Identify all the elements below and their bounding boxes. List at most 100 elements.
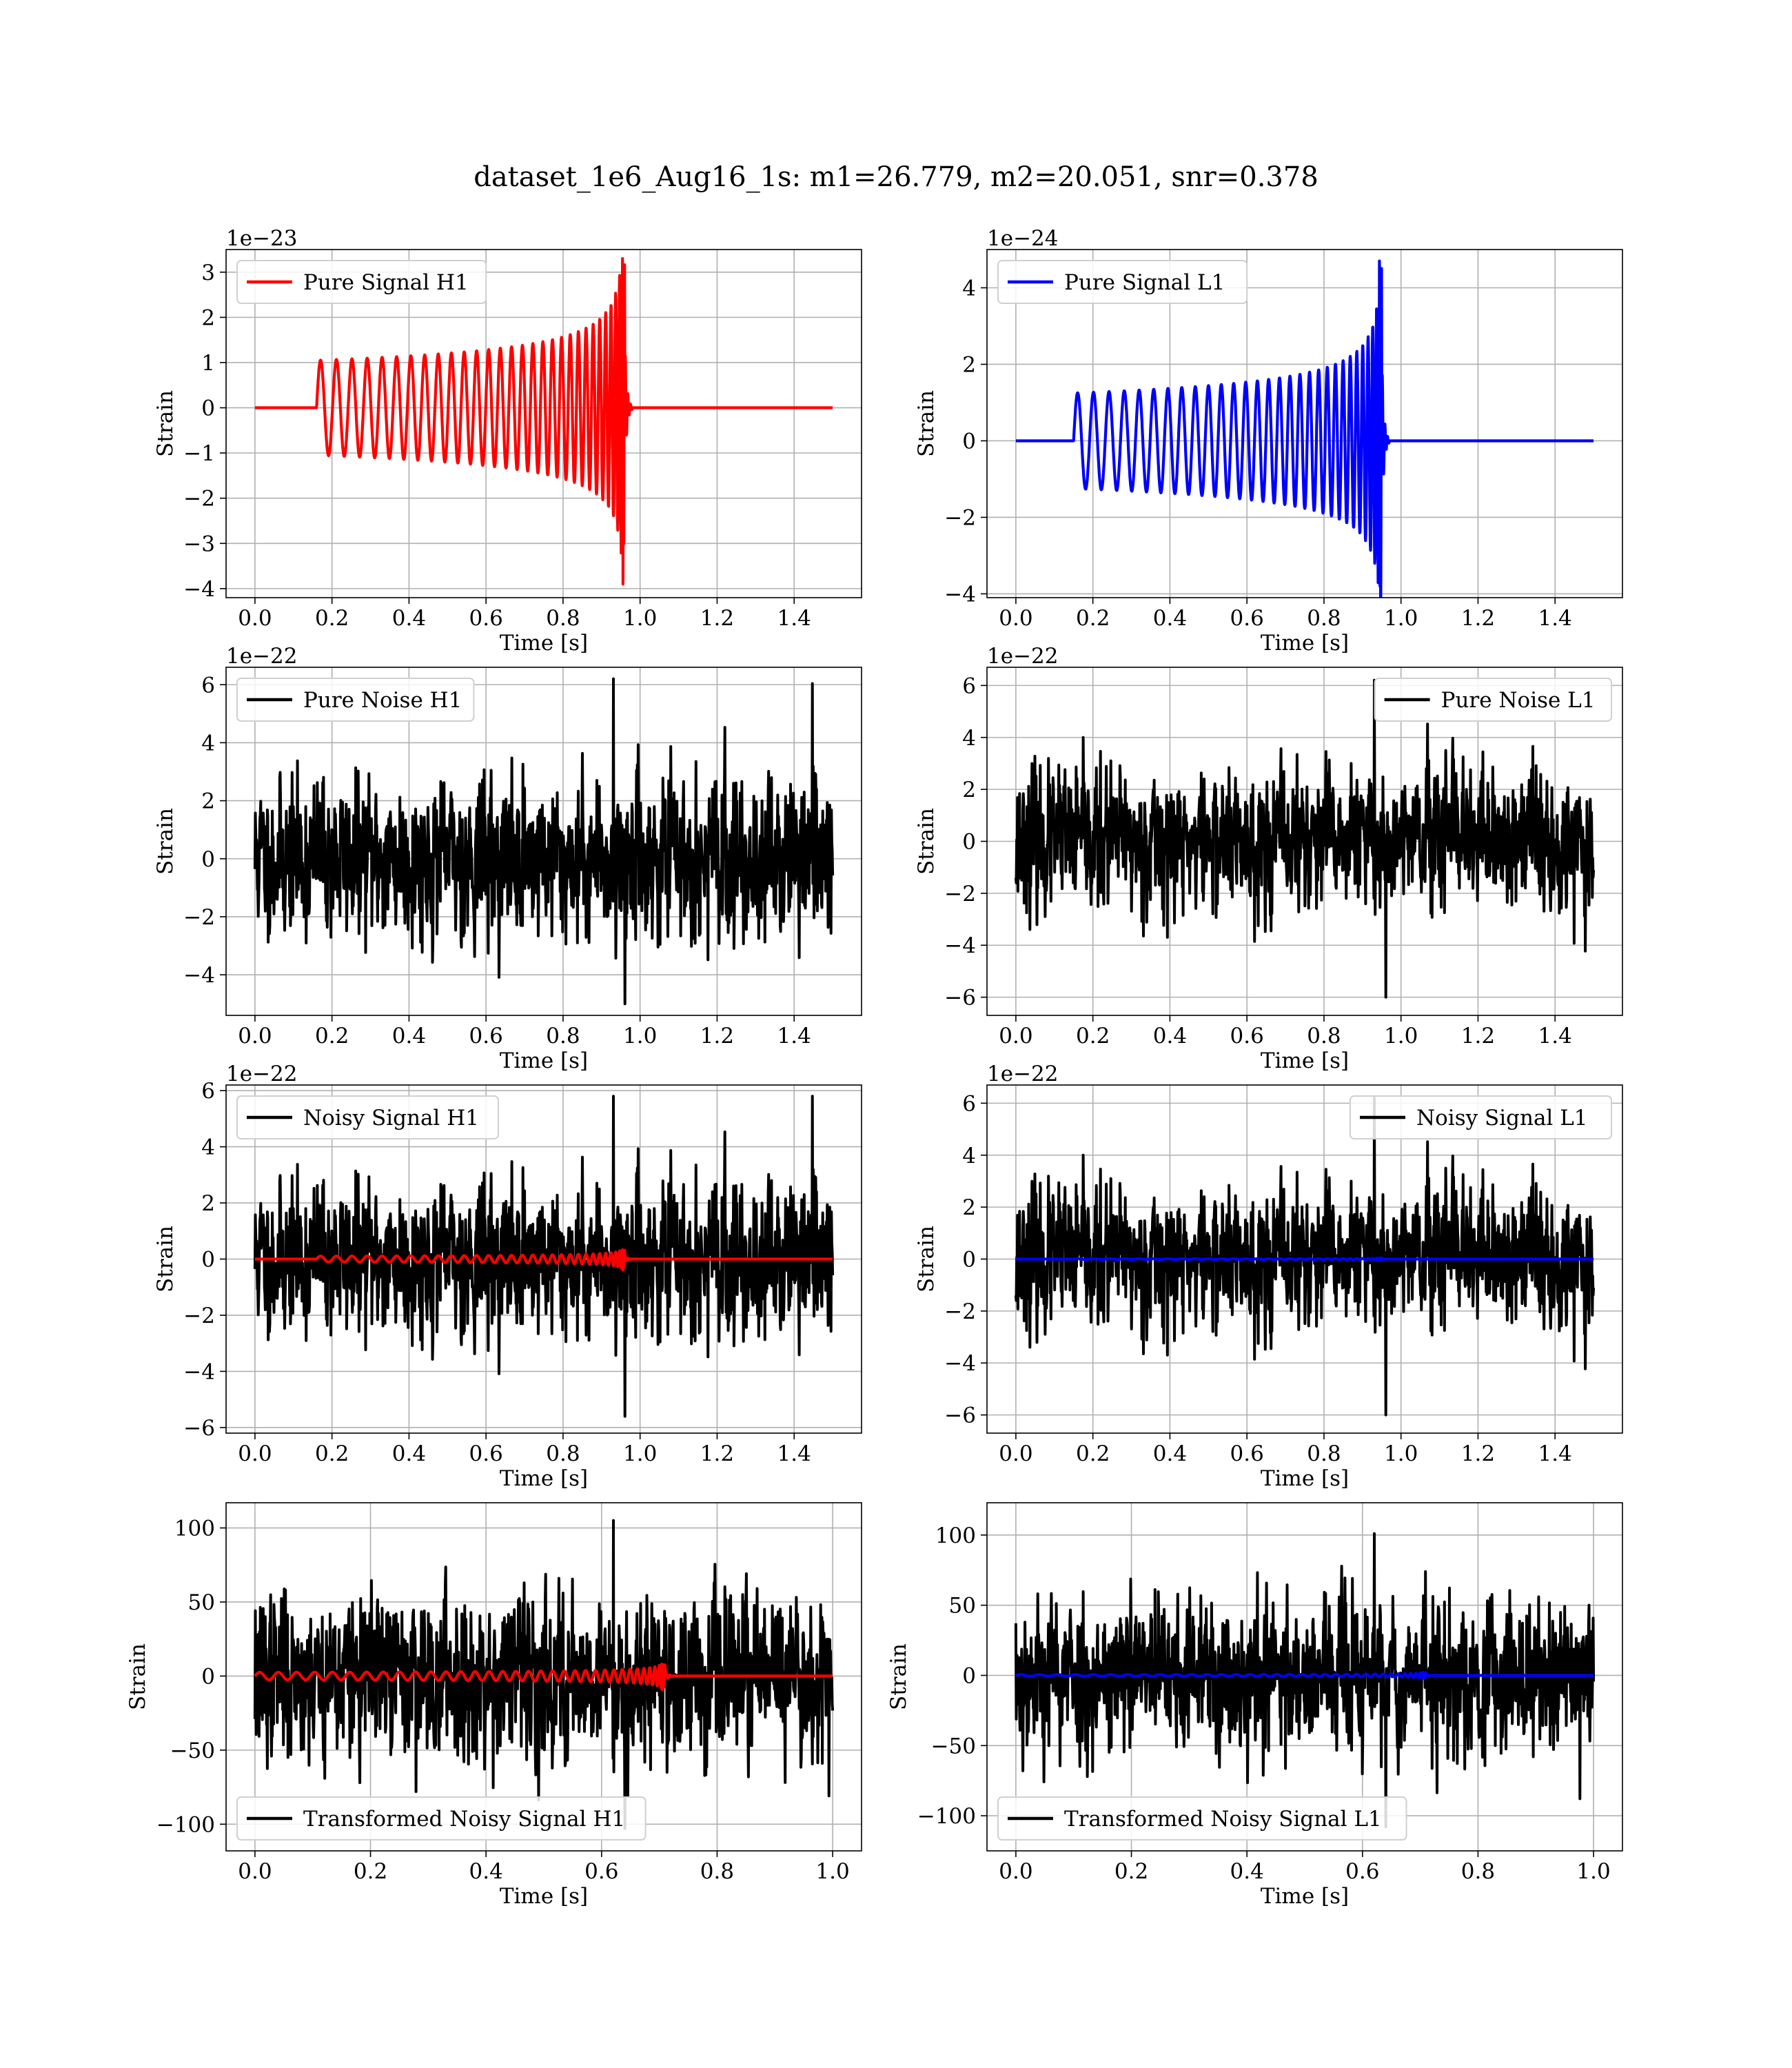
y-tick-label: −2 xyxy=(944,882,976,906)
y-tick-label: 50 xyxy=(188,1590,215,1615)
y-tick-label: 2 xyxy=(201,1191,215,1216)
x-tick-label: 1.2 xyxy=(700,1441,734,1466)
y-tick-label: −3 xyxy=(183,531,215,556)
y-tick-label: −4 xyxy=(183,1359,215,1384)
y-tick-label: 2 xyxy=(201,789,215,814)
y-tick-label: 4 xyxy=(962,1144,976,1168)
subplot-pure-noise-h1: 0.0 0.2 0.4 0.6 0.8 1.0 1.2 1.4 −4 −2 0 2 4 6 1e−22 Tim… xyxy=(153,644,862,1073)
legend-label: Transformed Noisy Signal L1 xyxy=(1064,1807,1382,1832)
legend-box xyxy=(997,260,1248,304)
offset-text: 1e−22 xyxy=(987,1062,1059,1086)
y-tick-label: −4 xyxy=(944,582,976,607)
y-tick-label: 0 xyxy=(201,1248,215,1273)
x-tick-label: 1.4 xyxy=(1538,1024,1572,1048)
axes-frame xyxy=(986,249,1623,598)
y-tick-label: −2 xyxy=(183,487,215,511)
offset-text: 1e−22 xyxy=(226,1062,298,1086)
x-tick-label: 0.2 xyxy=(315,606,349,631)
x-tick-label: 0.2 xyxy=(1076,1024,1110,1048)
y-tick-label: −50 xyxy=(170,1738,215,1763)
series-line-transformed-noisy-signal-h1 xyxy=(253,1519,835,1830)
x-tick-label: 0.8 xyxy=(546,606,580,631)
x-tick-label: 1.2 xyxy=(1461,1024,1495,1048)
x-tick-label: 0.2 xyxy=(315,1441,349,1466)
x-tick-label: 1.4 xyxy=(777,606,811,631)
x-tick-label: 1.0 xyxy=(623,1441,657,1466)
y-tick-label: 4 xyxy=(201,731,215,756)
plot-area xyxy=(1015,259,1595,598)
x-tick-label: 0.0 xyxy=(238,1441,272,1466)
plot-area xyxy=(253,1095,835,1418)
x-axis-label: Time [s] xyxy=(500,1466,588,1491)
x-tick-label: 0.4 xyxy=(1153,1024,1187,1048)
x-axis-label: Time [s] xyxy=(500,1048,588,1073)
x-tick-label: 0.4 xyxy=(1153,606,1187,631)
offset-text: 1e−22 xyxy=(987,644,1059,669)
figure-title: dataset_1e6_Aug16_1s: m1=26.779, m2=20.0… xyxy=(474,161,1318,193)
x-tick-label: 0.8 xyxy=(546,1024,580,1048)
x-tick-label: 0.6 xyxy=(1230,1441,1264,1466)
x-tick-label: 0.0 xyxy=(238,1024,272,1048)
y-tick-label: −2 xyxy=(183,1304,215,1328)
y-tick-label: 2 xyxy=(962,778,976,802)
subplot-noisy-signal-l1: 0.0 0.2 0.4 0.6 0.8 1.0 1.2 1.4 −6 −4 −2 0 2 4 6 1e−22 T… xyxy=(914,1062,1623,1491)
x-tick-label: 1.0 xyxy=(1384,1024,1418,1048)
x-tick-label: 0.4 xyxy=(469,1859,503,1884)
legend-box xyxy=(236,1796,646,1841)
series-line-transformed-noisy-signal-l1-overlay-1 xyxy=(1015,1671,1595,1680)
series-line-transformed-noisy-signal-h1-overlay-1 xyxy=(254,1663,834,1691)
legend: Transformed Noisy Signal H1 xyxy=(236,1796,646,1841)
legend-label: Noisy Signal L1 xyxy=(1416,1106,1588,1131)
axes-frame xyxy=(225,249,862,598)
series-line-noisy-signal-h1 xyxy=(253,1095,835,1418)
x-tick-label: 0.8 xyxy=(546,1441,580,1466)
x-tick-label: 1.0 xyxy=(1384,1441,1418,1466)
y-tick-label: 0 xyxy=(962,1663,976,1688)
x-tick-label: 0.4 xyxy=(392,606,426,631)
y-tick-label: 2 xyxy=(201,305,215,330)
series-line-noisy-signal-h1-overlay-1 xyxy=(254,1248,834,1272)
x-tick-label: 0.2 xyxy=(1114,1859,1148,1884)
x-tick-label: 0.6 xyxy=(469,606,503,631)
x-axis-label: Time [s] xyxy=(1261,631,1349,656)
y-tick-label: 1 xyxy=(201,351,215,376)
y-tick-label: −2 xyxy=(183,905,215,930)
x-tick-label: 0.4 xyxy=(392,1441,426,1466)
y-axis-label: Strain xyxy=(153,808,178,875)
legend-label: Pure Signal L1 xyxy=(1064,270,1225,295)
x-tick-label: 0.4 xyxy=(392,1024,426,1048)
x-tick-label: 1.4 xyxy=(777,1441,811,1466)
plot-area xyxy=(1014,1096,1596,1417)
x-tick-label: 1.0 xyxy=(1384,606,1418,631)
plot-area xyxy=(254,257,834,586)
x-tick-label: 0.2 xyxy=(315,1024,349,1048)
x-tick-label: 0.0 xyxy=(999,606,1032,631)
plot-area xyxy=(253,677,835,1006)
y-tick-label: 0 xyxy=(201,847,215,872)
legend-label: Pure Noise L1 xyxy=(1441,688,1596,713)
legend-label: Transformed Noisy Signal H1 xyxy=(303,1807,625,1832)
subplot-transformed-noisy-signal-l1: 0.0 0.2 0.4 0.6 0.8 1.0 −100 −50 0 50 100 Time [s] S… xyxy=(886,1502,1623,1909)
plot-area xyxy=(1014,678,1596,999)
x-tick-label: 1.4 xyxy=(777,1024,811,1048)
y-axis-label: Strain xyxy=(914,1226,939,1292)
x-tick-label: 0.8 xyxy=(1307,1441,1341,1466)
axes-frame xyxy=(225,1502,862,1852)
y-tick-label: 100 xyxy=(935,1523,976,1548)
y-tick-label: 0 xyxy=(201,1664,215,1689)
x-tick-label: 1.2 xyxy=(700,1024,734,1048)
subplot-pure-signal-l1: 0.0 0.2 0.4 0.6 0.8 1.0 1.2 1.4 −4 −2 0 2 4 1e−24 Time… xyxy=(914,226,1623,656)
subplot-pure-noise-l1: 0.0 0.2 0.4 0.6 0.8 1.0 1.2 1.4 −6 −4 −2 0 2 4 6 1e−22 T… xyxy=(914,644,1623,1073)
y-tick-label: 6 xyxy=(201,673,215,698)
legend-box xyxy=(1374,678,1612,722)
y-tick-label: −4 xyxy=(944,933,976,958)
legend: Pure Noise L1 xyxy=(1374,678,1612,722)
legend-label: Noisy Signal H1 xyxy=(303,1106,479,1131)
subplot-grid: 0.0 0.2 0.4 0.6 0.8 1.0 1.2 1.4 −4 −3 −2 −1 0 1 2 3 1e−2… xyxy=(125,226,1623,1909)
y-tick-label: −100 xyxy=(156,1812,215,1837)
x-tick-label: 1.0 xyxy=(623,1024,657,1048)
y-tick-label: −6 xyxy=(944,1403,976,1428)
x-tick-label: 0.4 xyxy=(1153,1441,1187,1466)
y-tick-label: −2 xyxy=(944,1299,976,1324)
y-tick-label: −6 xyxy=(944,986,976,1011)
